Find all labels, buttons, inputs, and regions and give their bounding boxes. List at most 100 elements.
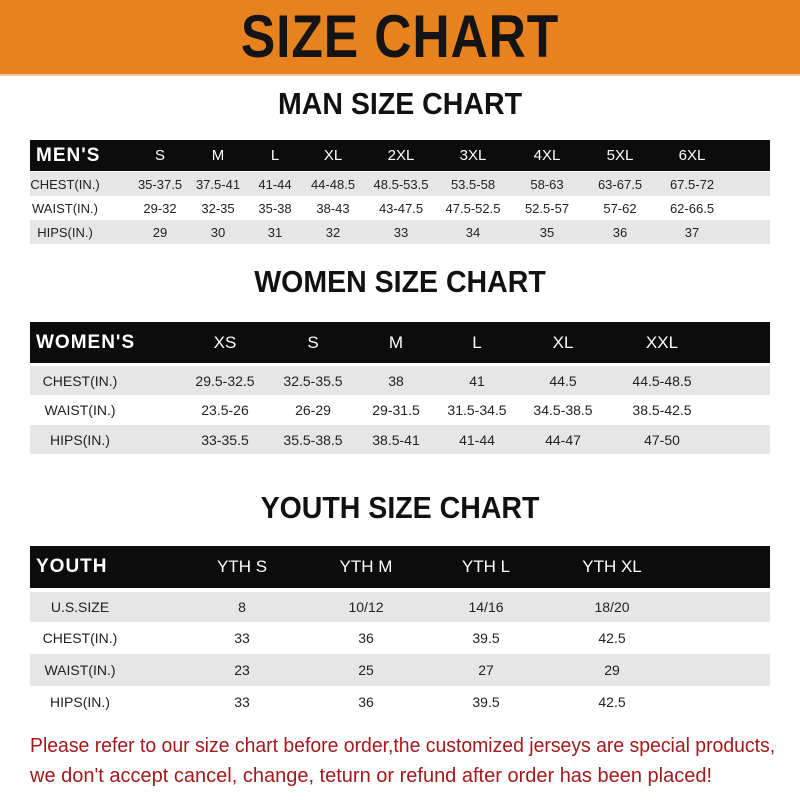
table-cell: 33 (393, 224, 409, 240)
row-label: HIPS(IN.) (50, 694, 110, 710)
table-cell: 33 (234, 694, 250, 710)
table-cell: 58-63 (530, 176, 564, 192)
column-header: XXL (645, 332, 679, 352)
row-label: CHEST(IN.) (42, 630, 118, 646)
table-cell: 39.5 (472, 630, 500, 646)
column-header: YTH S (216, 557, 268, 576)
table-cell: 8 (238, 599, 246, 615)
column-header: M (388, 332, 404, 352)
table-cell: 47-50 (644, 431, 680, 448)
table-cell: 29 (604, 662, 620, 678)
table-cell: 38.5-42.5 (632, 401, 692, 418)
table-cell: 26-29 (295, 401, 331, 418)
table-cell: 34.5-38.5 (533, 401, 593, 418)
table-cell: 36 (358, 630, 374, 646)
table-cell: 39.5 (472, 694, 500, 710)
notice-line-2: we don't accept cancel, change, teturn o… (30, 765, 713, 787)
table-cell: 41-44 (459, 431, 495, 448)
table-cell: 41-44 (258, 176, 292, 192)
column-header: M (211, 147, 225, 164)
table-row: HIPS(IN.) 33-35.5 35.5-38.5 38.5-41 41-44 44-… (30, 425, 770, 454)
row-label: WAIST(IN.) (44, 401, 116, 418)
table-cell: 38 (388, 372, 404, 389)
table-row: CHEST(IN.) 33 36 39.5 42.5 (30, 622, 770, 654)
column-header: XL (323, 147, 343, 164)
column-header: 5XL (606, 147, 634, 164)
table-cell: 42.5 (598, 630, 626, 646)
table-cell: 41 (469, 372, 485, 389)
row-label: WAIST(IN.) (44, 662, 116, 678)
table-row: U.S.SIZE 8 10/12 14/16 18/20 (30, 592, 770, 622)
notice-line-1: Please refer to our size chart before or… (30, 735, 776, 757)
table-cell: 38-43 (316, 200, 350, 216)
table-cell: 52.5-57 (524, 200, 570, 216)
table-cell: 63-67.5 (597, 176, 643, 192)
table-row: WAIST(IN.) 29-32 32-35 35-38 38-43 43-47.5 47.… (30, 196, 770, 220)
table-cell: 35 (539, 224, 555, 240)
column-header: 4XL (533, 147, 561, 164)
table-cell: 31.5-34.5 (447, 401, 507, 418)
row-label: HIPS(IN.) (50, 431, 110, 448)
row-label: HIPS(IN.) (37, 224, 93, 240)
table-cell: 57-62 (603, 200, 637, 216)
column-header: YTH XL (582, 557, 642, 576)
table-row: WAIST(IN.) 23.5-26 26-29 29-31.5 31.5-34.5 34… (30, 395, 770, 424)
table-cell: 38.5-41 (372, 431, 420, 448)
women-header-row: WOMEN'S XS S M L XL XXL (30, 322, 770, 363)
table-cell: 30 (210, 224, 226, 240)
table-cell: 36 (358, 694, 374, 710)
column-header: 3XL (459, 147, 487, 164)
table-cell: 29 (152, 224, 168, 240)
column-header: 2XL (387, 147, 415, 164)
row-label: U.S.SIZE (50, 599, 110, 615)
youth-header-row: YOUTH YTH S YTH M YTH L YTH XL (30, 546, 770, 588)
women-section-title: WOMEN SIZE CHART (254, 264, 546, 299)
table-row: HIPS(IN.) 33 36 39.5 42.5 (30, 686, 770, 718)
table-cell: 29-31.5 (372, 401, 420, 418)
table-cell: 44-47 (545, 431, 581, 448)
column-header: 6XL (678, 147, 706, 164)
table-row: CHEST(IN.) 29.5-32.5 32.5-35.5 38 41 44.5 44.5… (30, 366, 770, 395)
table-cell: 48.5-53.5 (373, 176, 429, 192)
title-banner: SIZE CHART (0, 0, 800, 76)
table-cell: 44.5-48.5 (632, 372, 692, 389)
table-cell: 10/12 (348, 599, 384, 615)
column-header: S (154, 147, 166, 164)
table-cell: 32 (325, 224, 341, 240)
table-cell: 29-32 (143, 200, 177, 216)
table-row: CHEST(IN.) 35-37.5 37.5-41 41-44 44-48.5 48.5… (30, 172, 770, 196)
table-cell: 18/20 (594, 599, 630, 615)
row-label: CHEST(IN.) (30, 176, 100, 192)
column-header: YTH L (461, 557, 511, 576)
table-cell: 14/16 (468, 599, 504, 615)
column-header: XL (552, 332, 574, 352)
table-cell: 42.5 (598, 694, 626, 710)
table-cell: 35.5-38.5 (283, 431, 343, 448)
table-corner-label: YOUTH (36, 556, 108, 577)
column-header: YTH M (339, 557, 393, 576)
table-cell: 62-66.5 (669, 200, 715, 216)
table-cell: 31 (267, 224, 283, 240)
table-row: HIPS(IN.) 29 30 31 32 33 34 35 36 37 (30, 220, 770, 244)
table-cell: 53.5-58 (450, 176, 496, 192)
column-header: XS (213, 332, 237, 352)
row-label: WAIST(IN.) (32, 200, 98, 216)
table-cell: 47.5-52.5 (445, 200, 501, 216)
table-row: WAIST(IN.) 23 25 27 29 (30, 654, 770, 686)
table-cell: 27 (478, 662, 494, 678)
column-header: L (270, 147, 280, 164)
table-corner-label: WOMEN'S (36, 331, 136, 353)
table-cell: 43-47.5 (378, 200, 424, 216)
table-cell: 33 (234, 630, 250, 646)
table-cell: 23 (234, 662, 250, 678)
table-cell: 35-38 (258, 200, 292, 216)
table-cell: 33-35.5 (201, 431, 249, 448)
men-section-title: MAN SIZE CHART (277, 86, 523, 121)
table-cell: 32-35 (201, 200, 235, 216)
column-header: S (307, 332, 319, 352)
table-cell: 29.5-32.5 (195, 372, 255, 389)
table-cell: 44.5 (549, 372, 577, 389)
table-cell: 25 (358, 662, 374, 678)
column-header: L (472, 332, 482, 352)
table-cell: 37 (684, 224, 700, 240)
